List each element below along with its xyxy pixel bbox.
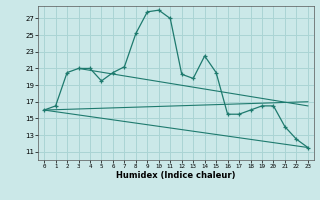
X-axis label: Humidex (Indice chaleur): Humidex (Indice chaleur) — [116, 171, 236, 180]
